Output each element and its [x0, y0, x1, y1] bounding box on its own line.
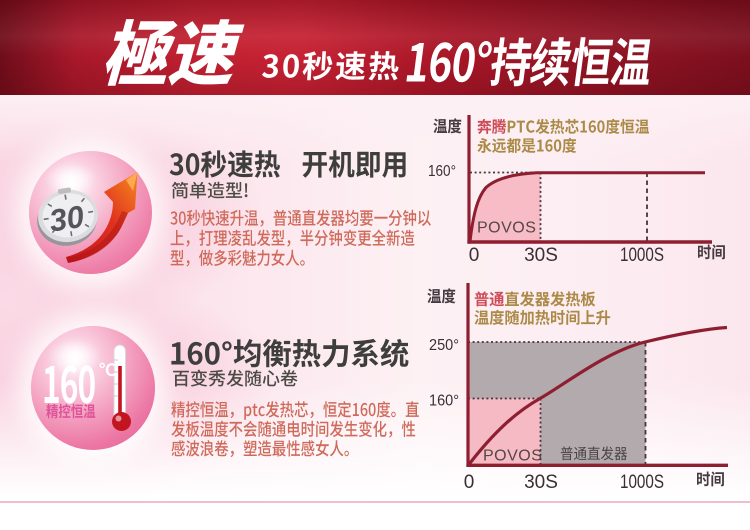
svg-text:0: 0	[469, 245, 480, 266]
svg-text:0: 0	[464, 472, 475, 493]
svg-text:1000S: 1000S	[620, 245, 664, 266]
svg-text:1000S: 1000S	[620, 472, 664, 493]
svg-text:30S: 30S	[524, 245, 558, 266]
svg-text:250°: 250°	[429, 337, 459, 354]
svg-text:POVOS: POVOS	[483, 448, 542, 465]
svg-text:30: 30	[47, 199, 87, 239]
svg-text:POVOS: POVOS	[477, 220, 536, 237]
svg-text:160°: 160°	[429, 393, 459, 410]
svg-text:30S: 30S	[524, 472, 558, 493]
svg-text:160°: 160°	[428, 163, 456, 180]
